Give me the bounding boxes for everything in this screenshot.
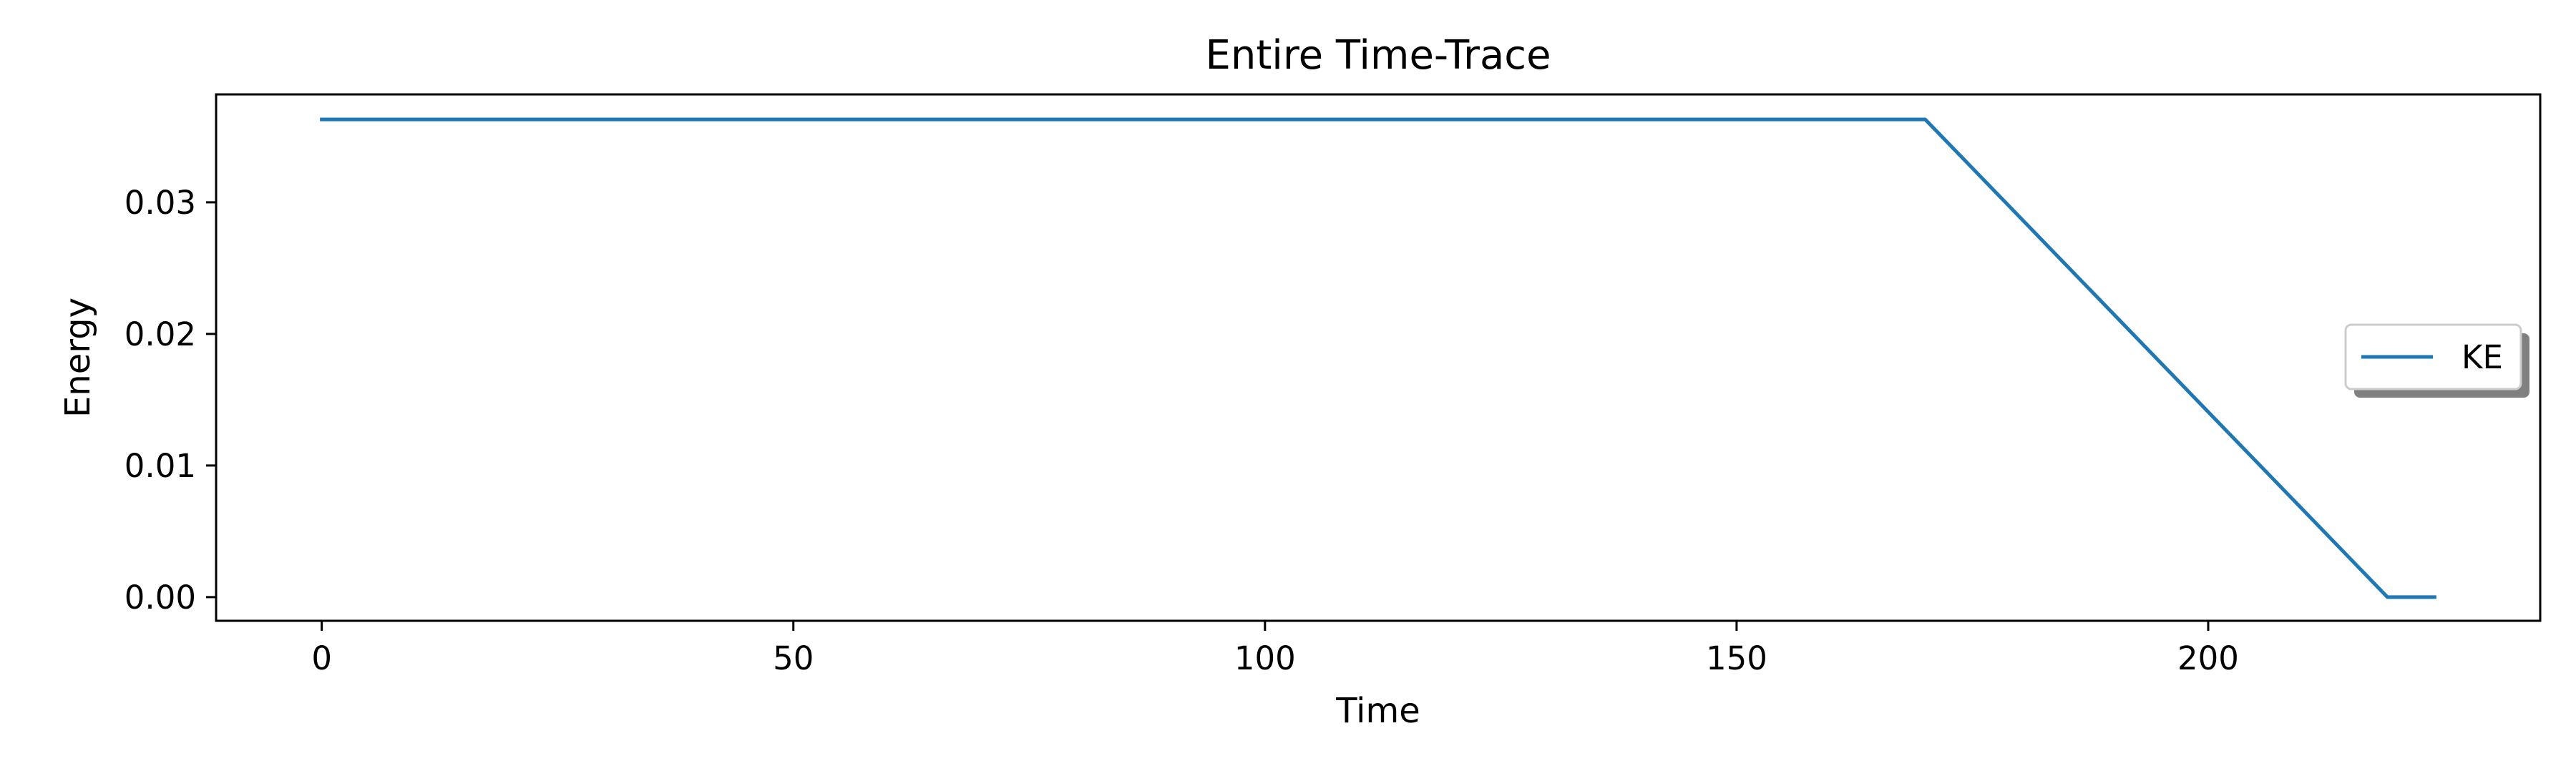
y-tick-label: 0.03	[125, 184, 196, 222]
x-axis-label: Time	[1335, 691, 1420, 731]
series-line-ke	[320, 117, 2436, 599]
x-tick-label: 0	[311, 639, 332, 677]
plot-frame	[215, 93, 2542, 622]
y-tick-label: 0.01	[125, 447, 196, 485]
legend-label: KE	[2462, 338, 2503, 376]
x-tick-label: 200	[2177, 639, 2239, 677]
legend-box	[2344, 323, 2522, 391]
x-tick-label: 50	[773, 639, 814, 677]
y-axis: 0.00 0.01 0.02 0.03	[125, 184, 216, 617]
y-axis-label: Energy	[58, 298, 98, 418]
plot-area	[215, 93, 2542, 622]
x-axis: 0 50 100 150 200	[311, 621, 2239, 677]
x-tick-label: 100	[1234, 639, 1296, 677]
chart-title: Entire Time-Trace	[1205, 32, 1551, 79]
legend: KE	[2344, 323, 2529, 398]
x-tick-label: 150	[1706, 639, 1767, 677]
y-tick-label: 0.00	[125, 579, 196, 617]
y-tick-label: 0.02	[125, 315, 196, 353]
